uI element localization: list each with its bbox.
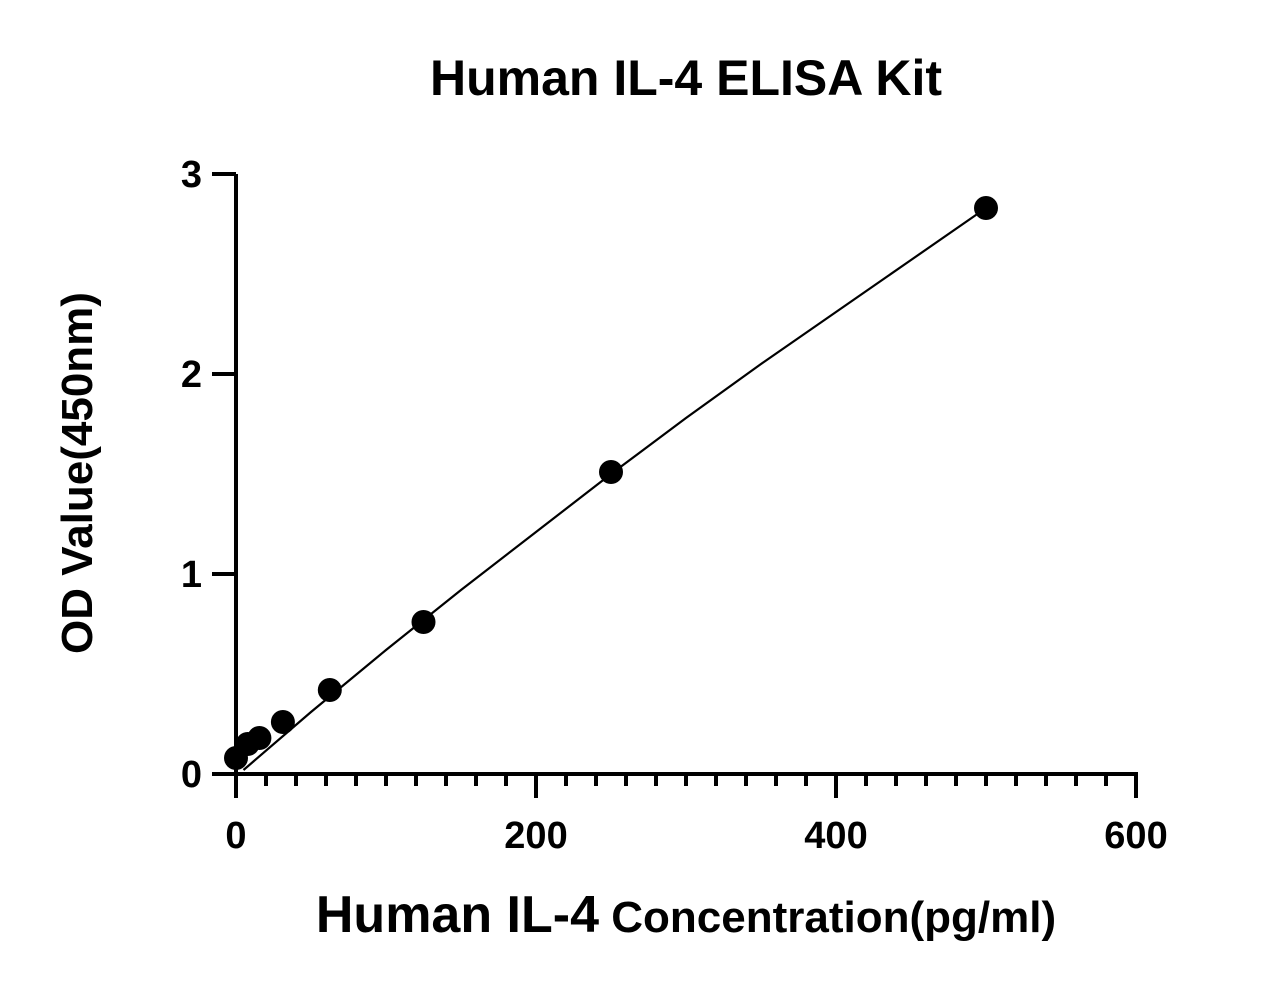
x-tick-label: 400 bbox=[804, 815, 867, 857]
data-point bbox=[270, 710, 295, 734]
x-tick-label: 600 bbox=[1104, 815, 1167, 857]
x-tick-label: 0 bbox=[225, 815, 246, 857]
tick-labels: 0 200 400 600 0 1 2 3 bbox=[181, 154, 1168, 857]
y-axis-label: OD Value(450nm) bbox=[53, 292, 102, 654]
x-axis-label-main: Human IL-4 bbox=[316, 886, 599, 944]
x-axis-label-rest: Concentration(pg/ml) bbox=[599, 893, 1056, 942]
y-tick-label: 3 bbox=[181, 154, 202, 196]
axes bbox=[234, 174, 1138, 776]
data-point bbox=[599, 460, 623, 484]
data-point bbox=[974, 196, 998, 220]
data-point bbox=[247, 726, 272, 750]
x-tick-label: 200 bbox=[504, 815, 567, 857]
data-points bbox=[224, 196, 998, 770]
data-point bbox=[317, 678, 342, 702]
chart-title: Human IL-4 ELISA Kit bbox=[430, 50, 942, 106]
data-point bbox=[411, 610, 436, 634]
ticks bbox=[212, 172, 1138, 798]
x-axis-label: Human IL-4 Concentration(pg/ml) bbox=[316, 886, 1056, 944]
fit-curve bbox=[242, 207, 987, 771]
y-tick-label: 0 bbox=[181, 754, 202, 796]
y-tick-label: 1 bbox=[181, 554, 202, 596]
y-tick-label: 2 bbox=[181, 354, 202, 396]
